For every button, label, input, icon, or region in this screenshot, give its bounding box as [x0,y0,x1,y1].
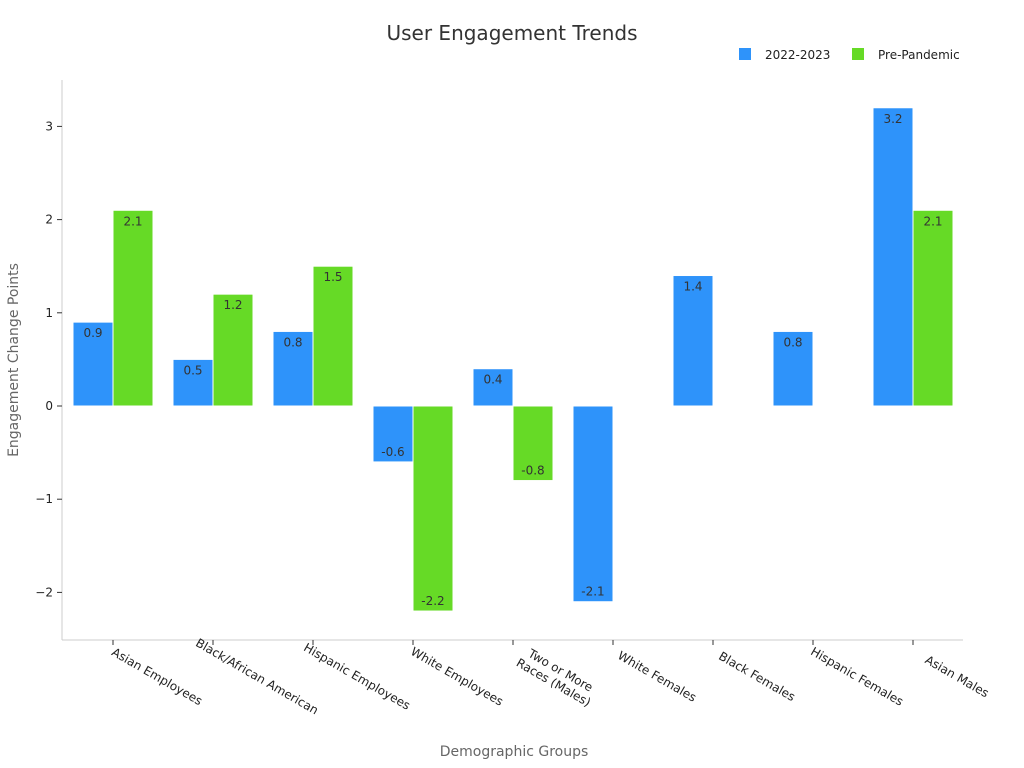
bar-value-label: -0.8 [521,464,544,478]
bar-value-label: 3.2 [883,112,902,126]
bar-pre-pandemic[interactable] [312,265,354,407]
y-tick-label: 3 [45,119,53,133]
x-tick-label: Hispanic Females [808,644,906,708]
bar-pre-pandemic[interactable] [912,209,954,407]
x-tick-label: Asian Males [923,653,992,701]
bar-value-label: -0.6 [381,445,404,459]
bar-current[interactable] [472,368,514,407]
bar-value-label: 0.8 [283,335,302,349]
data-labels: 0.9 0.5 0.8 -0.6 0.4 -2.1 1.4 0.8 3.2 2.1 1.2 1.5 -2… [83,112,942,608]
x-axis-title: Demographic Groups [440,744,589,760]
bar-value-label: -2.2 [421,594,444,608]
bar-pre-pandemic[interactable] [112,209,154,407]
x-tick-label: Two or MoreRaces (Males) [514,644,600,710]
bar-current[interactable] [672,275,714,407]
bar-current[interactable] [72,321,114,407]
legend-item[interactable]: Pre-Pandemic [852,48,960,62]
bar-value-label: 1.5 [323,270,342,284]
bar-current[interactable] [872,107,914,407]
bar-value-label: 0.5 [183,363,202,377]
x-tick-label-line: Asian Males [923,653,992,701]
bar-value-label: 0.9 [83,326,102,340]
legend-label: Pre-Pandemic [878,48,960,62]
bar-pre-pandemic[interactable] [412,405,454,612]
x-tick-label-line: Black/African American [193,636,321,718]
x-tick-label-line: Asian Employees [109,645,205,708]
x-tick-label: Hispanic Employees [301,640,412,712]
bar-value-label: 1.4 [683,280,702,294]
bar-pre-pandemic[interactable] [512,405,554,482]
bar-value-label: 2.1 [123,214,142,228]
y-tick-label: 0 [45,399,53,413]
bars [72,107,954,612]
x-tick-label: White Females [615,648,699,704]
bar-value-label: -2.1 [581,585,604,599]
legend-label: 2022-2023 [765,48,830,62]
y-axis-title: Engagement Change Points [6,263,22,457]
y-tick-label: 2 [45,213,53,227]
x-tick-label: Black/African American [193,636,321,718]
x-tick-label-line: Hispanic Females [808,644,906,708]
x-tick-label: Black Females [716,649,797,704]
y-axis-ticks: 3 2 1 0 −1 −2 [35,119,62,599]
x-tick-label-line: White Females [615,648,699,704]
bar-value-label: 0.8 [783,335,802,349]
x-tick-label-line: Hispanic Employees [301,640,412,712]
legend[interactable]: 2022-2023 Pre-Pandemic [739,48,960,62]
legend-swatch [739,48,751,60]
bar-value-label: 1.2 [223,298,242,312]
x-tick-label-line: Black Females [716,649,797,704]
legend-swatch [852,48,864,60]
bar-value-label: 2.1 [923,214,942,228]
chart-title: User Engagement Trends [386,21,637,45]
y-tick-label: −2 [35,585,53,599]
y-tick-label: 1 [45,306,53,320]
y-tick-label: −1 [35,492,53,506]
x-tick-label: Asian Employees [109,645,205,708]
bar-value-label: 0.4 [483,373,502,387]
bar-pre-pandemic[interactable] [212,293,254,407]
x-tick-label: White Employees [408,644,505,708]
x-tick-label-line: White Employees [408,644,505,708]
legend-item[interactable]: 2022-2023 [739,48,830,62]
bar-current[interactable] [772,330,814,407]
bar-current[interactable] [172,358,214,407]
bar-current[interactable] [572,405,614,603]
